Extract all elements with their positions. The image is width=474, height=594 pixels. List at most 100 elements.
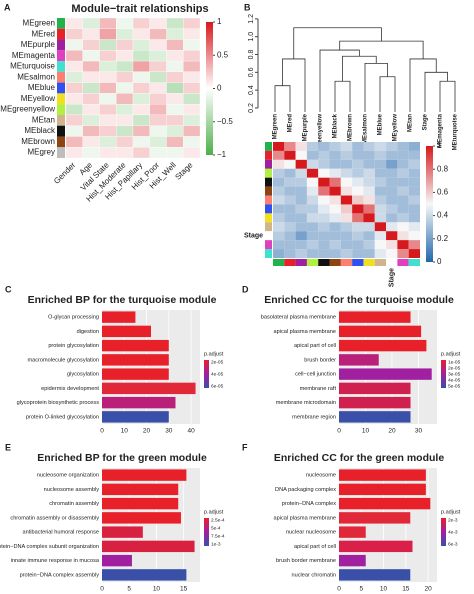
heat-cell bbox=[340, 150, 353, 160]
heat-cell bbox=[363, 222, 375, 232]
bar bbox=[102, 339, 169, 352]
colorbar-tick-label: −0.5 bbox=[217, 117, 233, 126]
heat-cell bbox=[306, 159, 319, 169]
column-color bbox=[408, 259, 420, 266]
heat-cell bbox=[363, 186, 375, 196]
heat-cell bbox=[329, 240, 341, 250]
row-label: MEturquoise bbox=[10, 62, 55, 71]
heat-cell bbox=[132, 60, 150, 72]
heat-cell bbox=[166, 136, 184, 148]
heat-cell bbox=[318, 159, 330, 169]
heat-cell bbox=[340, 240, 353, 250]
heat-cell bbox=[273, 150, 285, 160]
heat-cell bbox=[284, 204, 296, 214]
legend-gradient bbox=[204, 518, 209, 546]
heat-cell bbox=[295, 204, 307, 214]
heat-cell bbox=[340, 159, 353, 169]
category-label: membrane raft bbox=[300, 386, 337, 392]
heat-cell bbox=[284, 231, 296, 241]
heat-cell bbox=[397, 168, 409, 178]
x-tick-label: 15 bbox=[180, 586, 188, 593]
heat-cell bbox=[352, 195, 364, 205]
leaf-label: MEmagenta bbox=[438, 113, 444, 147]
category-label: protein−DNA complex bbox=[282, 501, 336, 507]
heat-cell bbox=[295, 195, 307, 205]
colorbar-tick-label: 0.8 bbox=[437, 164, 449, 173]
dendrogram-branch bbox=[293, 27, 382, 59]
heat-cell bbox=[273, 186, 285, 196]
heat-cell bbox=[408, 240, 420, 250]
heat-cell bbox=[363, 249, 375, 258]
column-color bbox=[295, 259, 307, 266]
heat-cell bbox=[273, 168, 285, 178]
heat-cell bbox=[82, 60, 100, 72]
heat-cell bbox=[408, 222, 420, 232]
row-color bbox=[265, 249, 272, 258]
legend-tick-label: 3e-05 bbox=[448, 371, 461, 377]
heat-cell bbox=[183, 82, 201, 94]
heat-cell bbox=[132, 71, 150, 83]
category-label: chromatin assembly bbox=[49, 501, 99, 507]
column-color bbox=[284, 259, 296, 266]
heat-cell bbox=[284, 222, 296, 232]
legend-tick-label: 4e-3 bbox=[448, 529, 458, 535]
legend-tick-label: 5e-05 bbox=[448, 383, 461, 389]
category-label: membrane microdomain bbox=[276, 400, 336, 406]
bar bbox=[102, 497, 179, 510]
heat-cell bbox=[284, 240, 296, 250]
row-color bbox=[265, 177, 272, 187]
bar bbox=[102, 354, 169, 366]
heat-cell bbox=[116, 104, 134, 116]
colorbar bbox=[426, 146, 433, 262]
heat-cell bbox=[273, 142, 285, 151]
heat-cell bbox=[397, 204, 409, 214]
leaf-label: MEsalmon bbox=[363, 114, 369, 144]
category-label: epidermis development bbox=[41, 386, 99, 392]
category-label: nucleosome organization bbox=[37, 473, 99, 479]
bar bbox=[339, 469, 426, 481]
heat-cell bbox=[386, 168, 398, 178]
heat-cell bbox=[352, 204, 364, 214]
category-label: O-glycan processing bbox=[48, 315, 99, 321]
legend-title: p.adjust bbox=[204, 509, 224, 515]
row-color bbox=[265, 168, 272, 178]
heat-cell bbox=[329, 168, 341, 178]
category-label: brush border membrane bbox=[276, 558, 336, 564]
heat-cell bbox=[374, 186, 387, 196]
bar bbox=[102, 396, 176, 409]
legend-tick-label: 4e-05 bbox=[211, 371, 224, 377]
heat-cell bbox=[386, 204, 398, 214]
category-label: protein glycosylation bbox=[48, 343, 99, 349]
category-label: membrane region bbox=[292, 414, 336, 420]
column-color bbox=[329, 259, 341, 266]
bar bbox=[339, 526, 366, 538]
heat-cell bbox=[397, 186, 409, 196]
bar bbox=[339, 483, 426, 496]
heat-cell bbox=[149, 82, 167, 94]
heat-cell bbox=[99, 39, 117, 51]
heat-cell bbox=[306, 213, 319, 223]
heat-cell bbox=[329, 150, 341, 160]
chart-title: Module−trait relationships bbox=[71, 3, 208, 15]
heat-cell bbox=[318, 195, 330, 205]
heat-cell bbox=[65, 114, 83, 126]
dendrogram-branch bbox=[339, 40, 424, 59]
heat-cell bbox=[318, 213, 330, 223]
heat-cell bbox=[284, 142, 296, 151]
heat-cell bbox=[329, 231, 341, 241]
leaf-label: MEpurple bbox=[303, 113, 309, 141]
row-color bbox=[57, 136, 65, 148]
heat-cell bbox=[352, 177, 364, 187]
legend-tick-label: 6e-05 bbox=[211, 383, 224, 389]
heat-cell bbox=[65, 60, 83, 72]
heat-cell bbox=[183, 147, 201, 159]
row-color bbox=[57, 147, 65, 158]
column-color bbox=[340, 259, 353, 266]
x-tick-label: 30 bbox=[165, 428, 173, 435]
row-label: MEred bbox=[31, 29, 55, 38]
row-color bbox=[57, 82, 65, 94]
heat-cell bbox=[386, 159, 398, 169]
heat-cell bbox=[82, 136, 100, 148]
heat-cell bbox=[99, 82, 117, 94]
